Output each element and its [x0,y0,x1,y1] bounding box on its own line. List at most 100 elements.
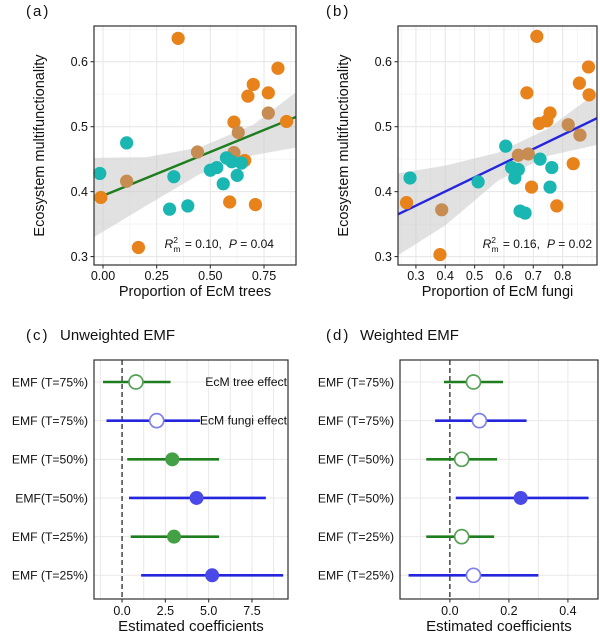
x-tick-label: 0.7 [525,269,542,283]
x-axis-label: Proportion of EcM fungi [422,284,574,300]
x-tick-label: 0.00 [91,269,115,283]
row-label: EMF (T=75%) [12,414,88,428]
data-point-orange [227,115,241,129]
estimate-marker-filled [167,529,182,544]
plot-border [93,359,289,600]
panel-a: (a) 0.00 0.25 0.50 0.75 0.3 0.4 0.5 0.6 Proporti… [0,0,300,322]
data-point-orange [246,77,260,92]
data-point-teal [499,139,513,153]
x-tick-label: 0.50 [198,269,222,283]
y-tick-label: 0.6 [375,55,392,69]
data-point-tan [120,174,134,188]
panel-d: (d) Weighted EMF EMF (T=75%) EMF (T=75%) E… [300,322,600,644]
data-point-tan [435,203,449,217]
row-label: EMF (T=75%) [318,414,394,428]
row-label: EMF (T=50%) [318,453,394,467]
scatter-plot-ecm-trees: 0.00 0.25 0.50 0.75 0.3 0.4 0.5 0.6 Proportion o… [32,25,297,300]
x-tick-label: 0.3 [407,269,424,283]
row-label: EMF (T=50%) [12,453,88,467]
x-tick-label: 0.5 [466,269,483,283]
estimate-marker-open [471,412,488,429]
row-label: EMF (T=25%) [12,569,88,583]
data-point-orange [171,31,185,45]
x-tick-label: 0.8 [554,269,571,283]
data-point-tan [511,148,525,162]
effect-note: EcM tree effect [205,375,287,389]
stats-annotation: R2 m = 0.16, P = 0.02 [483,235,593,254]
data-point-tan [231,125,245,140]
data-point-orange [540,114,554,128]
effect-note: EcM fungi effect [200,414,288,428]
fit-line [397,117,598,216]
plot-border [93,25,297,266]
panel-b-tag: (b) [326,3,351,20]
data-point-orange [271,61,285,75]
estimate-marker-filled [189,490,204,505]
data-point-teal [545,160,559,175]
data-point-teal [167,170,181,184]
data-point-teal [513,204,527,218]
data-point-orange [94,190,108,205]
y-tick-label: 0.3 [375,250,392,264]
data-point-orange [572,76,586,90]
confidence-band [398,92,597,256]
confidence-band [94,92,296,238]
estimate-marker-filled [165,452,180,467]
estimate-marker-open [453,528,470,545]
x-tick-label: 0.75 [252,269,276,283]
scatter-plot-ecm-fungi: 0.3 0.4 0.5 0.6 0.7 0.80.30.40.50.6Proportion… [336,25,598,300]
estimate-marker-open [453,451,470,468]
plot-background [94,360,288,599]
y-tick-label: 0.4 [71,185,88,199]
row-label: EMF(T=50%) [15,491,88,505]
panel-c: (c) Unweighted EMF EMF (T=75%) EcM tree e… [0,322,300,644]
data-point-orange [223,195,237,209]
x-axis-label: Estimated coefficients [118,618,264,635]
data-point-orange [131,240,146,255]
forest-plot-unweighted-emf: EMF (T=75%) EcM tree effect EMF (T=75%) EcM… [12,359,289,635]
data-point-tan [573,128,587,142]
forest-plot-weighted-emf: EMF (T=75%) EMF (T=75%) EMF (T=50%) EMF (T=… [318,359,599,635]
data-point-orange [550,199,564,213]
data-point-teal [403,171,417,185]
plot-border [397,25,598,266]
x-axis-label: Estimated coefficients [426,618,572,635]
panel-d-tag: (d) [326,327,351,344]
estimate-marker-filled [513,490,528,505]
data-point-teal [471,175,485,189]
data-point-orange [581,60,596,74]
row-label: EMF (T=50%) [318,491,394,505]
data-point-teal [234,156,249,170]
row-label: EMF (T=75%) [12,375,88,389]
row-label: EMF (T=25%) [12,530,88,544]
x-tick-label: 2.5 [157,604,174,618]
data-point-tan [521,147,535,161]
x-tick-label: 7.5 [243,604,260,618]
data-point-teal [533,152,547,166]
estimate-marker-open [465,374,482,390]
data-point-teal [181,199,195,213]
x-tick-label: 0.0 [441,604,458,618]
x-tick-label: 5.0 [200,604,217,618]
x-tick-label: 0.2 [500,604,517,618]
data-point-orange [520,86,534,100]
data-point-orange [279,114,294,129]
data-point-teal [225,155,239,169]
row-label: EMF (T=25%) [318,569,394,583]
data-point-teal [543,180,557,194]
data-point-tan [190,145,205,159]
x-tick-label: 0.0 [113,604,130,618]
data-point-orange [399,196,414,210]
y-tick-label: 0.4 [375,185,392,199]
y-axis-label: Ecosystem multifunctionality [32,54,48,237]
estimate-marker-open [148,412,165,429]
x-tick-label: 0.6 [495,269,512,283]
data-point-teal [210,160,224,175]
estimate-marker-open [465,567,482,584]
panel-c-title: Unweighted EMF [60,327,176,344]
data-point-orange [241,89,255,103]
y-tick-label: 0.3 [71,250,88,264]
data-point-teal [216,177,230,191]
data-point-orange [433,248,447,262]
